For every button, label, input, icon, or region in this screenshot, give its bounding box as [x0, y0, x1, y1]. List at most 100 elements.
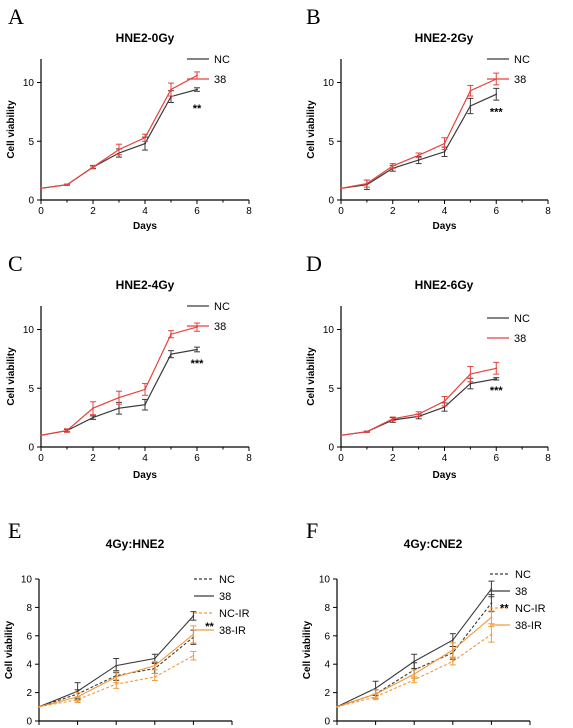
series-38 — [40, 322, 200, 437]
y-axis-label: Cell viability — [4, 620, 15, 679]
data-point — [340, 187, 342, 190]
series-nc-ir — [336, 626, 495, 708]
series-line — [40, 326, 198, 436]
legend-label: NC-IR — [219, 608, 250, 620]
chart-title: 4Gy:CNE2 — [404, 537, 463, 551]
x-tick-label: 8 — [246, 453, 252, 464]
significance-marker: *** — [191, 358, 205, 370]
x-tick-label: 4 — [142, 206, 148, 217]
x-axis-label: Days — [433, 470, 457, 481]
y-axis-label: Cell viability — [306, 347, 317, 406]
significance-marker: *** — [490, 106, 504, 118]
series-nc — [40, 87, 200, 190]
legend-label: NC — [514, 313, 530, 325]
significance-marker: ** — [205, 621, 214, 633]
x-tick-label: 2 — [90, 206, 96, 217]
series-nc-ir — [38, 650, 197, 708]
y-axis-label: Cell viability — [6, 347, 17, 406]
x-tick-label: 6 — [194, 206, 200, 217]
legend-label: 38 — [514, 333, 526, 345]
x-tick-label: 8 — [545, 453, 551, 464]
y-tick-label: 5 — [328, 137, 334, 148]
y-tick-label: 10 — [323, 325, 335, 336]
legend-label: NC-IR — [515, 603, 546, 615]
x-tick-label: 0 — [38, 453, 44, 464]
y-tick-label: 5 — [328, 384, 334, 395]
panel-letter: D — [306, 251, 322, 276]
series-38-ir — [336, 610, 495, 708]
x-tick-label: 8 — [545, 206, 551, 217]
chart-title: HNE2-6Gy — [415, 278, 474, 292]
x-axis-label: Days — [133, 470, 157, 481]
chart-title: HNE2-2Gy — [415, 31, 474, 45]
series-38-ir — [38, 625, 197, 708]
legend-label: 38 — [214, 321, 226, 333]
x-tick-label: 0 — [338, 206, 344, 217]
x-tick-label: 2 — [90, 453, 96, 464]
legend-label: NC — [214, 54, 230, 66]
series-nc — [340, 377, 500, 437]
data-point — [340, 434, 342, 437]
series-line — [340, 93, 497, 189]
series-nc — [340, 87, 500, 190]
significance-marker: ** — [500, 603, 509, 615]
series-nc — [336, 594, 495, 708]
panel-letter: E — [8, 518, 21, 543]
y-tick-label: 0 — [26, 717, 32, 728]
series-38 — [40, 71, 200, 190]
legend-label: 38-IR — [219, 625, 246, 637]
y-tick-label: 2 — [26, 688, 32, 699]
series-38 — [38, 611, 197, 708]
y-axis-label: Cell viability — [6, 100, 17, 159]
y-tick-label: 10 — [323, 78, 335, 89]
x-tick-label: 4 — [142, 453, 148, 464]
legend-label: NC — [515, 569, 531, 581]
series-line — [38, 636, 194, 708]
series-38 — [336, 580, 495, 708]
y-tick-label: 0 — [28, 443, 34, 454]
legend-label: NC — [514, 54, 530, 66]
data-point — [40, 187, 42, 190]
y-tick-label: 8 — [324, 603, 330, 614]
panel-letter: F — [306, 518, 318, 543]
significance-marker: *** — [490, 385, 504, 397]
series-line — [336, 588, 492, 708]
panel-letter: C — [8, 251, 23, 276]
panel-letter: B — [306, 4, 321, 29]
y-tick-label: 0 — [328, 196, 334, 207]
y-tick-label: 8 — [26, 603, 32, 614]
series-line — [340, 78, 497, 189]
x-tick-label: 2 — [390, 453, 396, 464]
y-tick-label: 0 — [328, 443, 334, 454]
y-tick-label: 10 — [319, 575, 331, 586]
x-axis-label: Days — [433, 221, 457, 232]
chart-title: HNE2-4Gy — [116, 278, 175, 292]
y-tick-label: 5 — [28, 137, 34, 148]
panel-c: C HNE2-4Gy 0 2 4 6 8 0 5 10 Days Cell viability NC 38… — [6, 251, 252, 481]
series-38 — [340, 361, 500, 437]
panel-d: D HNE2-6Gy 0 2 4 6 8 0 5 10 Days Cell viability NC 38… — [306, 251, 551, 481]
legend-label: NC — [214, 301, 230, 313]
series-line — [40, 88, 198, 189]
y-tick-label: 0 — [28, 196, 34, 207]
panel-a: A HNE2-0Gy 0 2 4 6 8 0 5 10 Days Cell viability NC 38… — [6, 4, 252, 232]
legend-label: 38 — [515, 586, 527, 598]
data-point — [336, 705, 338, 708]
panel-b: B HNE2-2Gy 0 2 4 6 8 0 5 10 Days Cell viability NC 38… — [306, 4, 551, 232]
y-tick-label: 2 — [324, 688, 330, 699]
significance-marker: ** — [193, 103, 202, 115]
legend-label: NC — [219, 574, 235, 586]
data-point — [40, 434, 42, 437]
legend-label: 38 — [514, 74, 526, 86]
x-tick-label: 2 — [390, 206, 396, 217]
legend-label: 38 — [219, 591, 231, 603]
panel-letter: A — [8, 4, 24, 29]
y-tick-label: 4 — [324, 660, 330, 671]
y-tick-label: 0 — [324, 717, 330, 728]
x-tick-label: 0 — [338, 453, 344, 464]
x-tick-label: 6 — [493, 453, 499, 464]
series-nc — [38, 629, 197, 708]
